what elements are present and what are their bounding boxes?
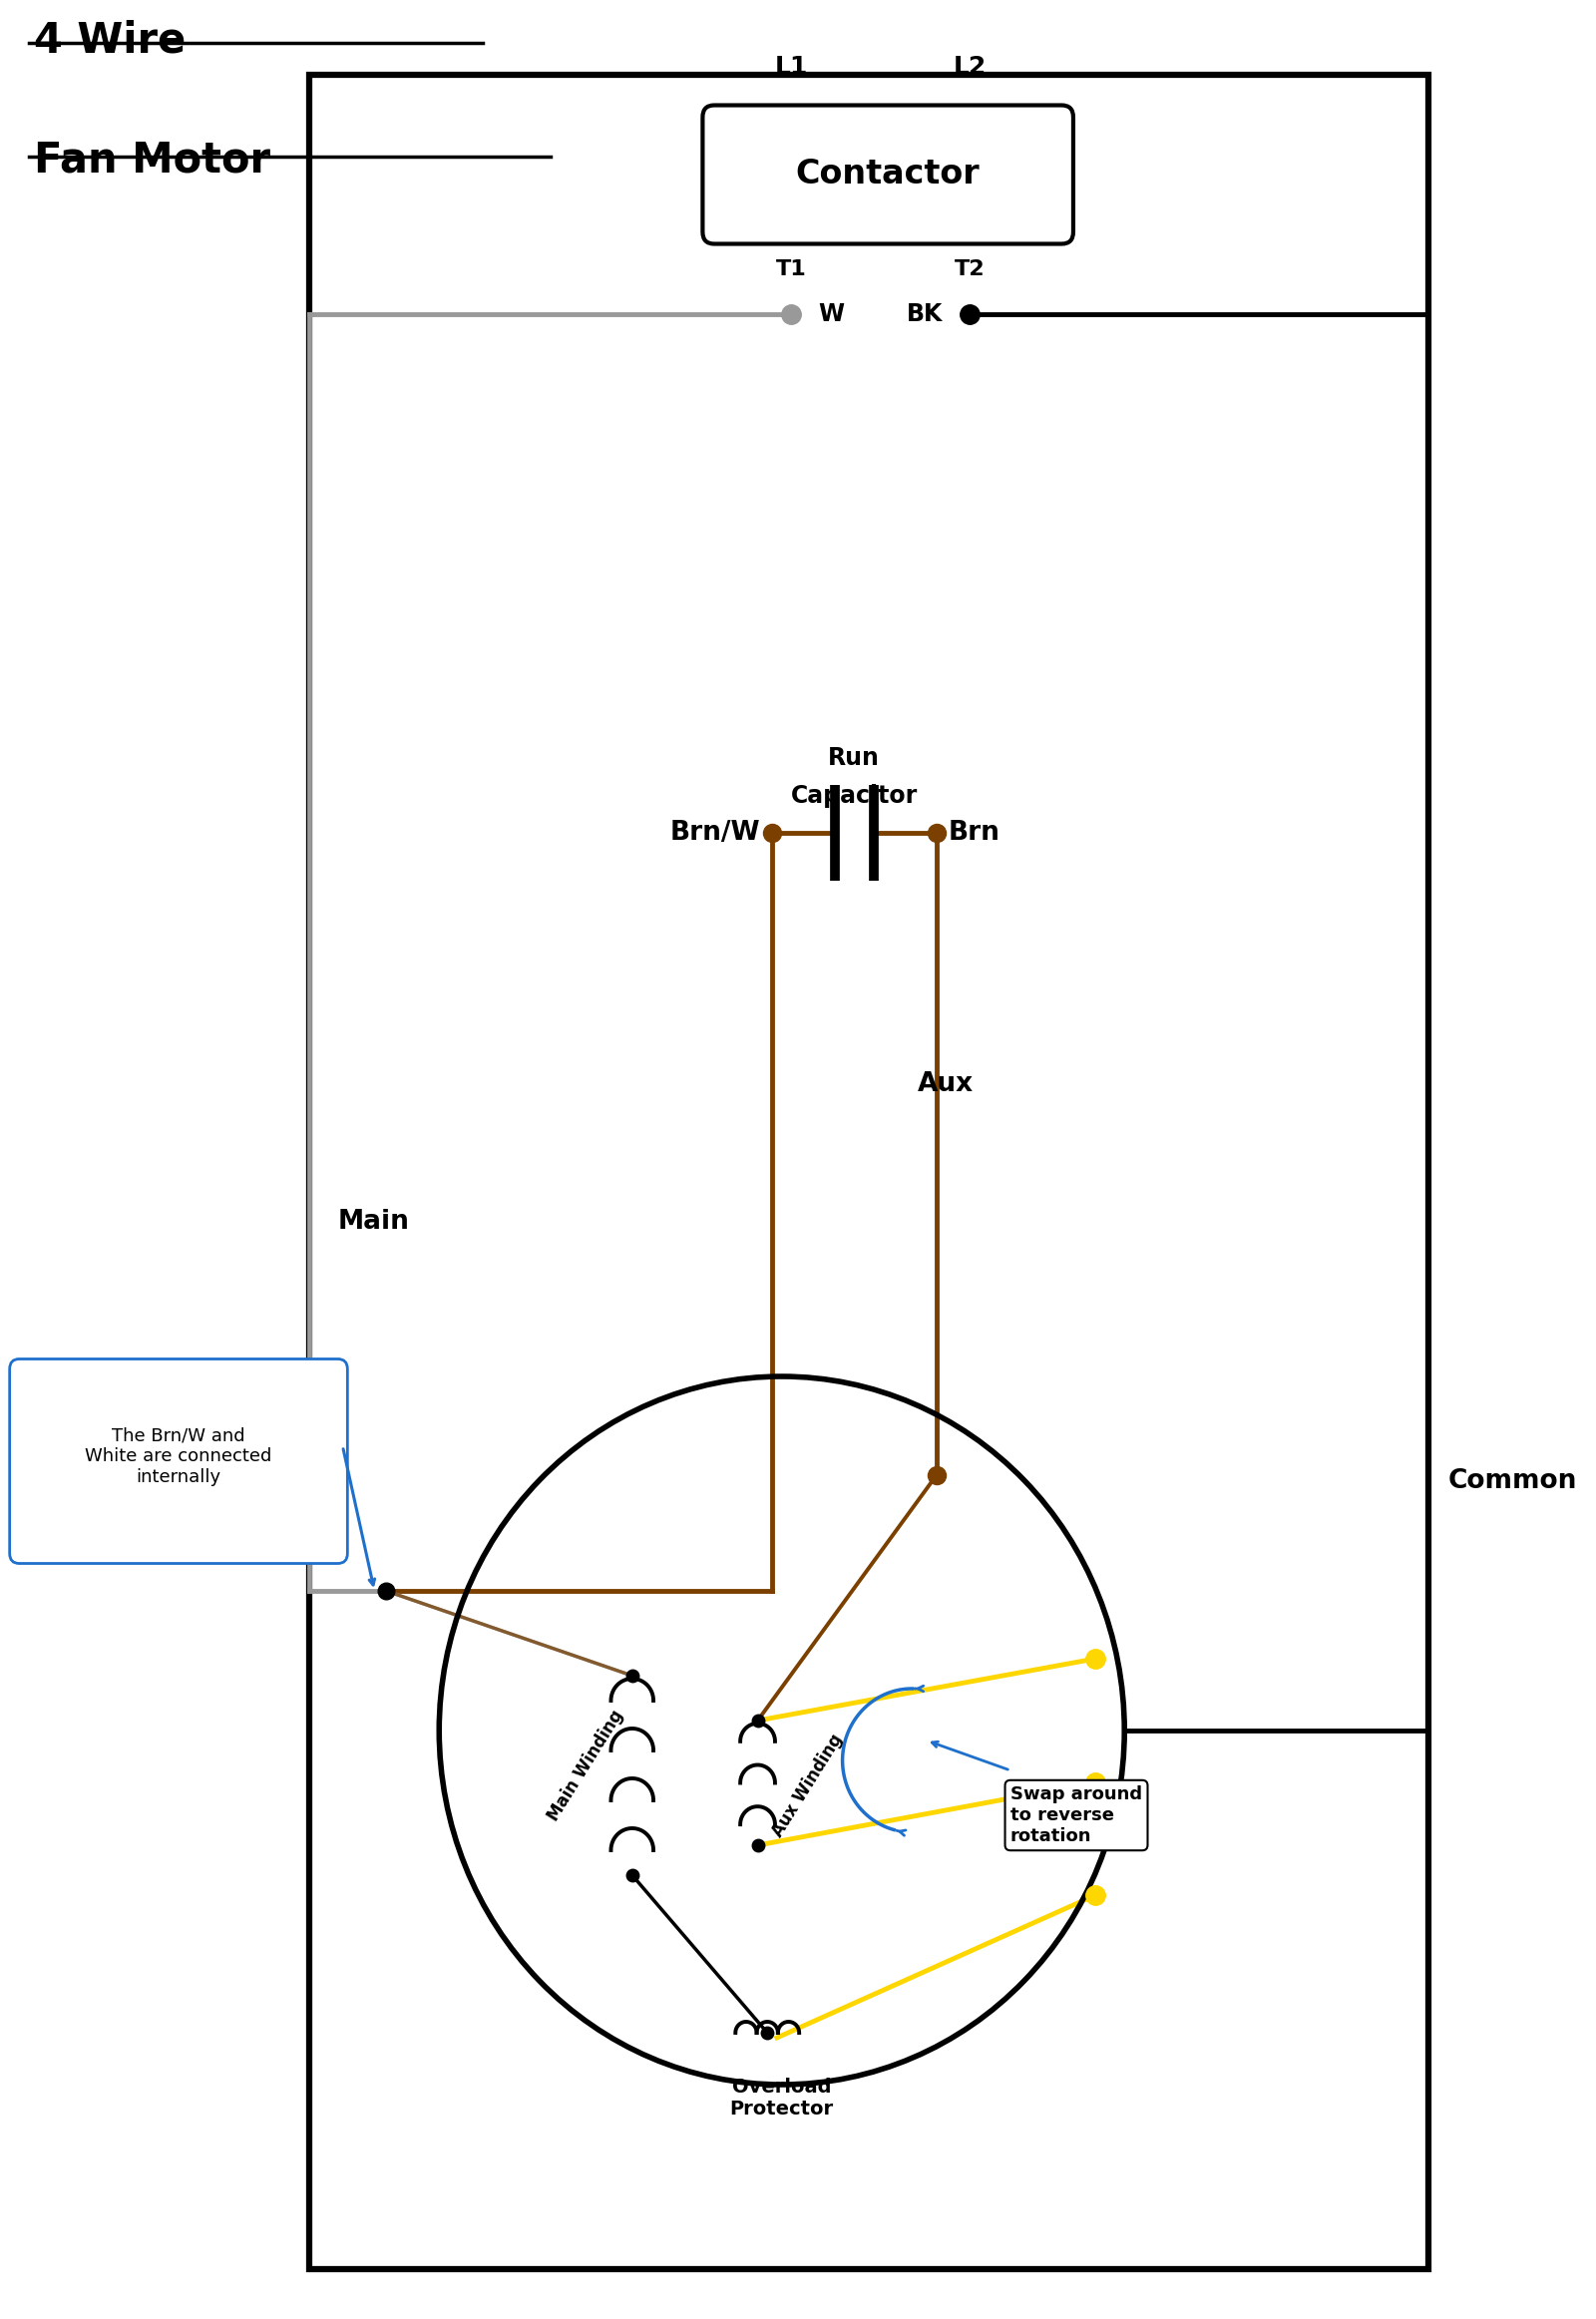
Text: L2: L2 xyxy=(953,56,986,79)
Text: Brn/W: Brn/W xyxy=(670,821,761,846)
Text: Capacitor: Capacitor xyxy=(790,784,918,807)
Text: W: W xyxy=(819,304,844,327)
FancyBboxPatch shape xyxy=(702,104,1073,243)
Text: Swap around
to reverse
rotation: Swap around to reverse rotation xyxy=(1010,1786,1143,1846)
Text: 4 Wire: 4 Wire xyxy=(34,21,185,63)
Text: Fan Motor: Fan Motor xyxy=(34,139,270,181)
Text: Brn: Brn xyxy=(948,821,999,846)
Bar xyxy=(310,74,1428,2268)
Text: Contactor: Contactor xyxy=(796,158,980,190)
Text: Run: Run xyxy=(828,747,879,770)
Text: T2: T2 xyxy=(954,260,985,281)
Text: Aux Winding: Aux Winding xyxy=(769,1730,846,1839)
Text: Common: Common xyxy=(1448,1468,1577,1493)
Text: L1: L1 xyxy=(774,56,808,79)
Text: T1: T1 xyxy=(776,260,806,281)
Text: The Brn/W and
White are connected
internally: The Brn/W and White are connected intern… xyxy=(85,1426,271,1486)
Text: Aux: Aux xyxy=(918,1071,974,1097)
Text: Main: Main xyxy=(338,1208,410,1234)
Text: Overload
Protector: Overload Protector xyxy=(729,2078,833,2120)
Text: Main Winding: Main Winding xyxy=(544,1707,627,1825)
Text: BK: BK xyxy=(907,304,943,327)
FancyBboxPatch shape xyxy=(10,1359,348,1563)
